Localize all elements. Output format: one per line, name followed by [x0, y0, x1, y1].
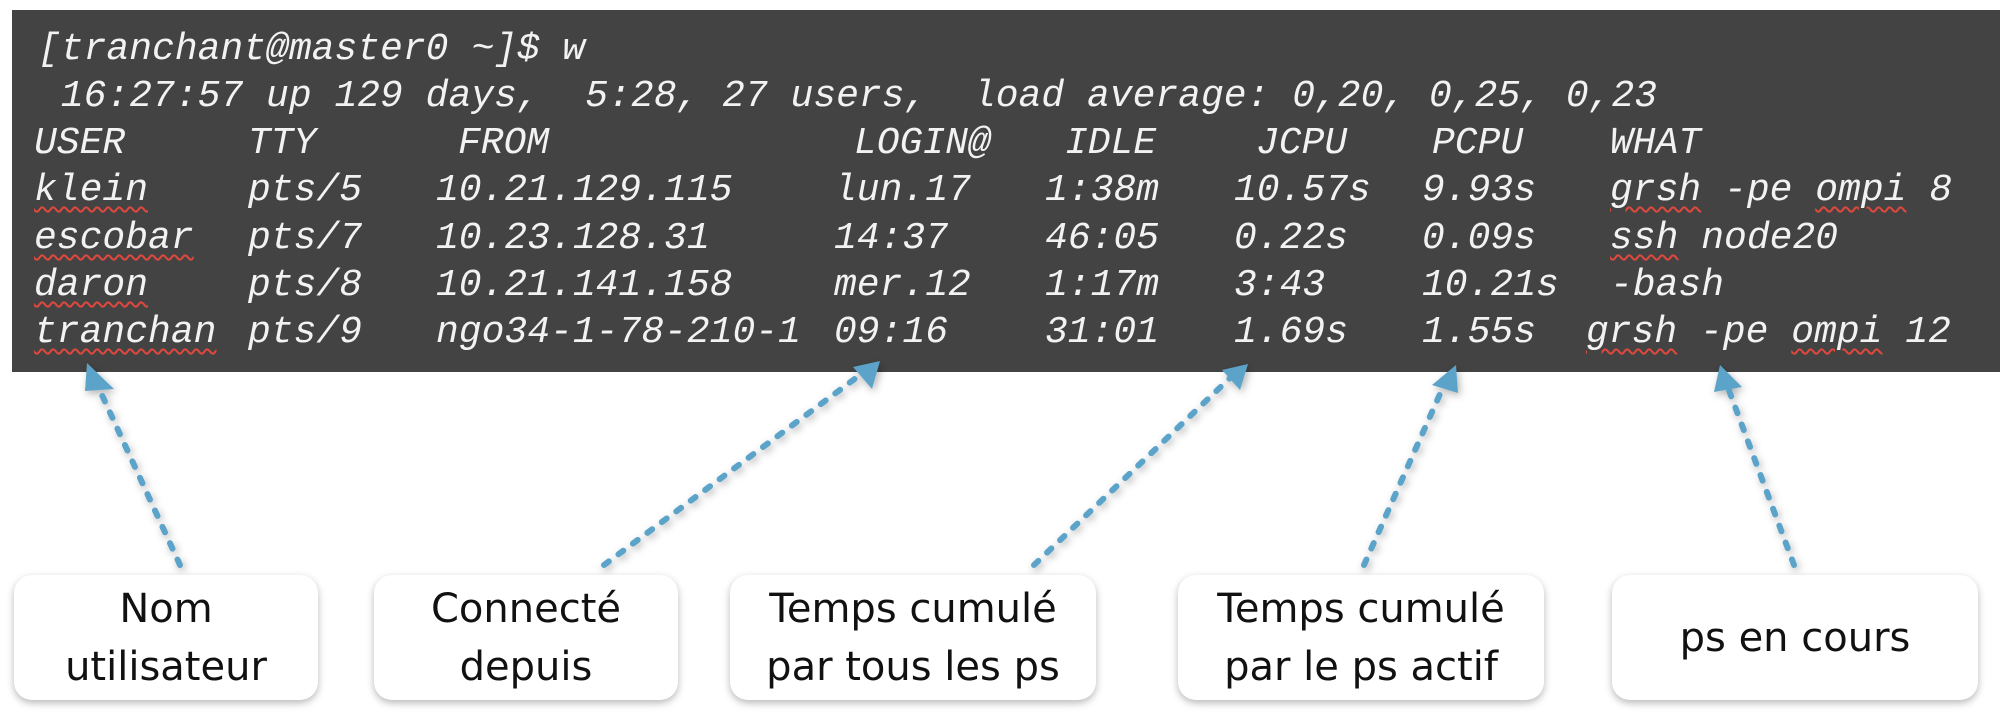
arrow-jcpu — [1031, 364, 1248, 568]
callout-pcpu-label: Temps cumulé par le ps actif — [1217, 585, 1505, 690]
header-pcpu: PCPU — [1432, 122, 1524, 165]
cell-idle: 31:01 — [1045, 311, 1160, 354]
cell-user: escobar — [34, 217, 194, 260]
cell-what: grsh -pe ompi 8 — [1610, 168, 1952, 214]
header-user: USER — [34, 122, 126, 165]
cell-from: 10.21.129.115 — [436, 169, 733, 212]
cell-what: ssh node20 — [1610, 216, 1838, 262]
cell-login: 14:37 — [834, 217, 949, 260]
command-prompt: [tranchant@master0 ~]$ w — [38, 28, 586, 71]
cell-tty: pts/9 — [248, 311, 363, 354]
what-segment: node20 — [1678, 217, 1839, 260]
what-segment: -pe — [1701, 169, 1816, 212]
cell-idle: 1:17m — [1045, 264, 1160, 307]
cell-tty: pts/5 — [248, 169, 363, 212]
header-tty: TTY — [248, 122, 317, 165]
what-segment: grsh — [1586, 311, 1678, 354]
callout-login: Connecté depuis — [374, 575, 678, 700]
cell-pcpu: 1.55s — [1422, 311, 1537, 354]
cell-what: grsh -pe ompi 12 — [1586, 310, 1951, 356]
arrow-what — [1714, 365, 1797, 568]
cell-pcpu: 10.21s — [1422, 264, 1559, 307]
cell-from: ngo34-1-78-210-1 — [436, 311, 801, 354]
cell-what: -bash — [1610, 263, 1724, 309]
cell-pcpu: 0.09s — [1422, 217, 1537, 260]
callout-jcpu-label: Temps cumulé par tous les ps — [766, 585, 1060, 690]
what-segment: ssh — [1610, 217, 1679, 260]
callout-login-label: Connecté depuis — [431, 585, 621, 690]
cell-jcpu: 10.57s — [1234, 169, 1371, 212]
arrow-login — [601, 361, 880, 568]
cell-pcpu: 9.93s — [1422, 169, 1537, 212]
arrow-user — [85, 363, 183, 568]
cell-tty: pts/7 — [248, 217, 363, 260]
cell-jcpu: 3:43 — [1234, 264, 1326, 307]
what-segment: ompi — [1815, 169, 1907, 212]
cell-login: lun.17 — [834, 169, 971, 212]
cell-jcpu: 0.22s — [1234, 217, 1349, 260]
what-segment: ompi — [1791, 311, 1883, 354]
what-segment: grsh — [1610, 169, 1702, 212]
header-idle: IDLE — [1065, 122, 1157, 165]
header-what: WHAT — [1610, 122, 1702, 165]
header-jcpu: JCPU — [1256, 122, 1348, 165]
header-login: LOGIN@ — [854, 122, 991, 165]
cell-idle: 46:05 — [1045, 217, 1160, 260]
cell-user: daron — [34, 264, 149, 307]
cell-user: klein — [34, 169, 149, 212]
what-segment: -bash — [1610, 264, 1725, 307]
terminal-window: [tranchant@master0 ~]$ w 16:27:57 up 129… — [12, 10, 2000, 372]
header-from: FROM — [458, 122, 550, 165]
cell-from: 10.21.141.158 — [436, 264, 733, 307]
callout-what: ps en cours — [1612, 575, 1978, 700]
table-header: USER TTY FROM LOGIN@ IDLE JCPU PCPU WHAT — [12, 121, 1701, 167]
cell-login: 09:16 — [834, 311, 949, 354]
arrow-pcpu — [1361, 365, 1458, 568]
callout-what-label: ps en cours — [1679, 614, 1911, 661]
what-segment: 8 — [1906, 169, 1953, 212]
uptime-line: 16:27:57 up 129 days, 5:28, 27 users, lo… — [38, 75, 1658, 118]
cell-from: 10.23.128.31 — [436, 217, 710, 260]
cell-login: mer.12 — [834, 264, 971, 307]
cell-idle: 1:38m — [1045, 169, 1160, 212]
callout-pcpu: Temps cumulé par le ps actif — [1178, 575, 1544, 700]
callout-user-label: Nom utilisateur — [65, 585, 267, 690]
cell-jcpu: 1.69s — [1234, 311, 1349, 354]
what-segment: 12 — [1882, 311, 1951, 354]
callout-jcpu: Temps cumulé par tous les ps — [730, 575, 1096, 700]
cell-tty: pts/8 — [248, 264, 363, 307]
cell-user: tranchan — [34, 311, 217, 354]
callout-user: Nom utilisateur — [14, 575, 318, 700]
what-segment: -pe — [1677, 311, 1792, 354]
